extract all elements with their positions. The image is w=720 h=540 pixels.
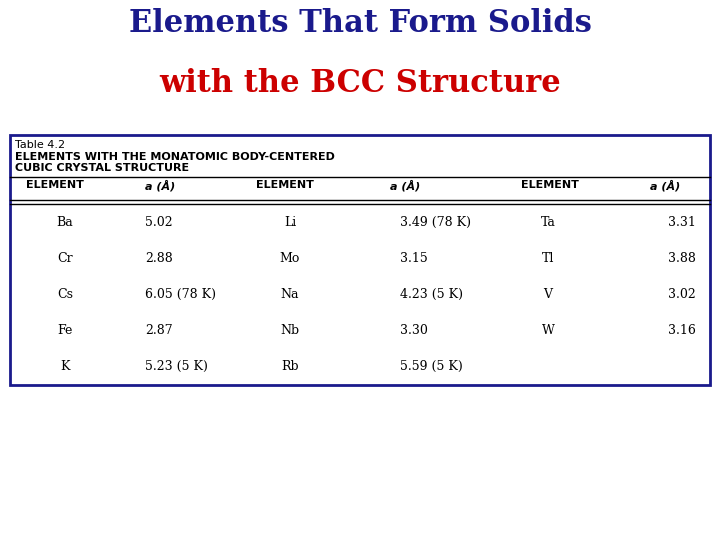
Text: Nb: Nb xyxy=(280,324,300,337)
Text: 3.49 (78 K): 3.49 (78 K) xyxy=(400,216,471,229)
Text: 3.88: 3.88 xyxy=(668,252,696,265)
Text: a (Å): a (Å) xyxy=(145,180,175,192)
Bar xyxy=(10,135,710,385)
Text: Fe: Fe xyxy=(58,324,73,337)
Text: Mo: Mo xyxy=(280,252,300,265)
Text: Cr: Cr xyxy=(57,252,73,265)
Text: with the BCC Structure: with the BCC Structure xyxy=(159,68,561,99)
Text: 5.23 (5 K): 5.23 (5 K) xyxy=(145,360,208,373)
Text: ELEMENT: ELEMENT xyxy=(521,180,579,190)
Text: 2.88: 2.88 xyxy=(145,252,173,265)
Text: Tl: Tl xyxy=(542,252,554,265)
Text: Ba: Ba xyxy=(57,216,73,229)
Text: 3.16: 3.16 xyxy=(668,324,696,337)
Text: 4.23 (5 K): 4.23 (5 K) xyxy=(400,288,463,301)
Text: ELEMENT: ELEMENT xyxy=(26,180,84,190)
Text: V: V xyxy=(544,288,552,301)
Text: 3.30: 3.30 xyxy=(400,324,428,337)
Text: a (Å): a (Å) xyxy=(650,180,680,192)
Text: 3.31: 3.31 xyxy=(668,216,696,229)
Text: ELEMENTS WITH THE MONATOMIC BODY-CENTERED: ELEMENTS WITH THE MONATOMIC BODY-CENTERE… xyxy=(15,152,335,162)
Text: W: W xyxy=(541,324,554,337)
Text: Li: Li xyxy=(284,216,296,229)
Text: Rb: Rb xyxy=(282,360,299,373)
Text: ELEMENT: ELEMENT xyxy=(256,180,314,190)
Text: a (Å): a (Å) xyxy=(390,180,420,192)
Text: Cs: Cs xyxy=(57,288,73,301)
Text: 3.02: 3.02 xyxy=(668,288,696,301)
Text: Na: Na xyxy=(281,288,300,301)
Text: Table 4.2: Table 4.2 xyxy=(15,140,65,150)
Text: 6.05 (78 K): 6.05 (78 K) xyxy=(145,288,216,301)
Text: CUBIC CRYSTAL STRUCTURE: CUBIC CRYSTAL STRUCTURE xyxy=(15,163,189,173)
Text: 3.15: 3.15 xyxy=(400,252,428,265)
Text: 2.87: 2.87 xyxy=(145,324,173,337)
Text: K: K xyxy=(60,360,70,373)
Text: Elements That Form Solids: Elements That Form Solids xyxy=(129,8,591,39)
Text: 5.59 (5 K): 5.59 (5 K) xyxy=(400,360,463,373)
Text: 5.02: 5.02 xyxy=(145,216,173,229)
Text: Ta: Ta xyxy=(541,216,555,229)
